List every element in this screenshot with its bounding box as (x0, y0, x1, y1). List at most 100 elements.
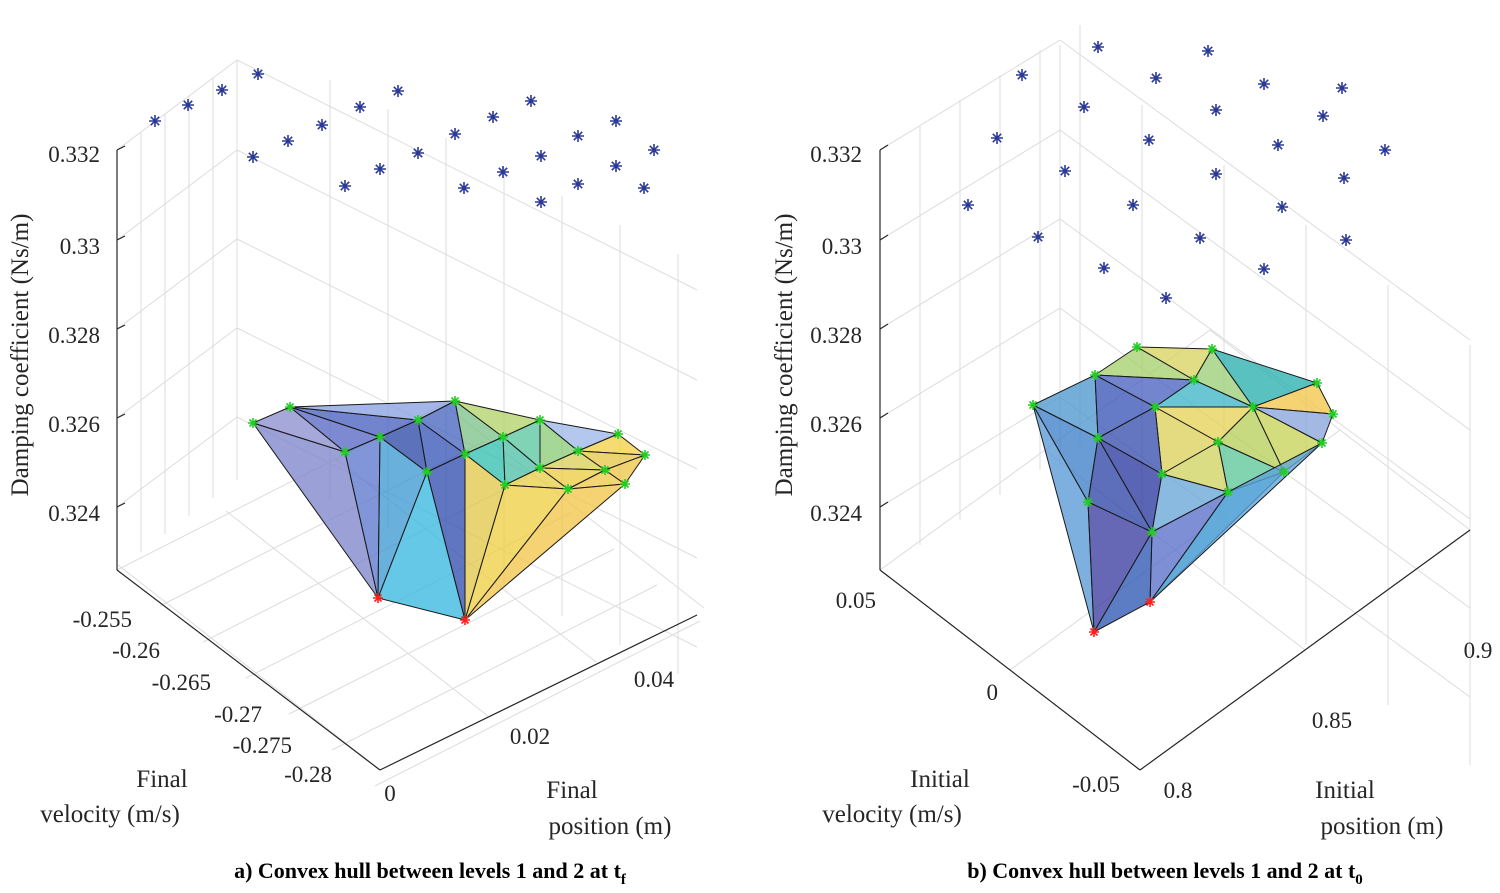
hull-vertex-marker (500, 480, 510, 490)
caption-b: b) Convex hull between levels 1 and 2 at… (967, 858, 1363, 888)
hull-vertex-marker-glyph (1132, 342, 1142, 352)
level-point-marker (1338, 172, 1350, 184)
hull-vertex-marker (248, 418, 258, 428)
hull-vertex-marker (600, 465, 610, 475)
hull-vertex-marker (1132, 342, 1142, 352)
y-tick: 0.04 (634, 667, 675, 692)
level-point-marker (1340, 234, 1352, 246)
level-point-marker (1098, 262, 1110, 274)
axis-lines (879, 144, 1471, 771)
level-point-marker (449, 128, 461, 140)
z-tick-mark (879, 412, 889, 419)
level-point-marker-glyph (339, 180, 351, 192)
x-ticks: 0.05 0 -0.05 (836, 588, 1120, 797)
hull-vertex-marker-glyph (563, 484, 573, 494)
hull-vertex-marker (563, 484, 573, 494)
grid-line (879, 218, 1061, 330)
level-point-marker (648, 144, 660, 156)
z-tick-mark (116, 502, 126, 508)
level-point-marker-glyph (1202, 45, 1214, 57)
level-point-marker-glyph (1160, 292, 1172, 304)
grid-line (879, 39, 1061, 151)
hull-vertex-marker (1150, 402, 1160, 412)
grid-line (879, 129, 1061, 241)
hull-vertex-marker-glyph (422, 467, 432, 477)
grid-line (116, 238, 238, 330)
level-point-marker (374, 163, 386, 175)
panel-b: 0.324 0.326 0.328 0.33 0.332 Damping coe… (771, 25, 1492, 888)
y-tick: 0.85 (1312, 708, 1352, 733)
hull-vertex-marker-glyph (375, 432, 385, 442)
z-ticks: 0.324 0.326 0.328 0.33 0.332 (810, 142, 862, 526)
y-tick: 0.9 (1464, 638, 1493, 663)
level-point-marker (1127, 199, 1139, 211)
x-tick: 0 (987, 680, 999, 705)
level-point-marker-glyph (1032, 231, 1044, 243)
level-point-marker (1276, 201, 1288, 213)
level-points (149, 68, 660, 208)
hull-vertex-marker (535, 463, 545, 473)
hull-vertex-marker-glyph (1157, 469, 1167, 479)
level-point-marker (638, 182, 650, 194)
z-tick: 0.328 (810, 323, 862, 348)
hull-vertex-marker-glyph (573, 446, 583, 456)
level-point-marker (412, 147, 424, 159)
grid-line (225, 510, 489, 717)
level-point-marker (610, 115, 622, 127)
z-axis-label: Damping coefficient (Ns/m) (771, 214, 798, 497)
level-point-marker (497, 166, 509, 178)
level-point-marker-glyph (1078, 101, 1090, 113)
level-point-marker-glyph (648, 144, 660, 156)
hull-vertex-marker (1279, 467, 1289, 477)
level-point-marker-glyph (1016, 69, 1028, 81)
y-axis-label-line-2: position (m) (1321, 813, 1444, 840)
level-point-marker (1336, 82, 1348, 94)
level-point-marker (1150, 72, 1162, 84)
level-point-marker (1143, 134, 1155, 146)
hull-vertex-marker-glyph (450, 396, 460, 406)
level-point-marker (991, 132, 1003, 144)
hull-vertex-marker (422, 467, 432, 477)
z-tick: 0.332 (48, 142, 100, 167)
level-point-marker (458, 182, 470, 194)
level-point-marker (182, 99, 194, 111)
y-axis-line (1139, 529, 1471, 771)
x-tick: -0.28 (284, 762, 332, 787)
level-point-marker-glyph (374, 163, 386, 175)
hull-vertex-marker (1083, 497, 1093, 507)
level-point-marker-glyph (182, 99, 194, 111)
hull-vertex-marker (1223, 487, 1233, 497)
level-point-marker-glyph (572, 130, 584, 142)
hull-vertex-marker (620, 479, 630, 489)
grid-lines (116, 59, 705, 787)
level-point-marker (572, 178, 584, 190)
level-point-marker (535, 150, 547, 162)
level-point-marker (1258, 78, 1270, 90)
level-point-marker (354, 101, 366, 113)
grid-line (236, 59, 698, 291)
level-point-marker-glyph (1150, 72, 1162, 84)
hull-vertex-marker-glyph (248, 418, 258, 428)
z-ticks: 0.324 0.326 0.328 0.33 0.332 (48, 142, 100, 526)
level-point-marker (487, 111, 499, 123)
x-tick: -0.27 (214, 702, 262, 727)
z-tick-mark (116, 324, 126, 330)
z-tick: 0.326 (810, 412, 862, 437)
panel-a: 0.324 0.326 0.328 0.33 0.332 Damping coe… (7, 59, 705, 888)
level-point-marker-glyph (525, 95, 537, 107)
x-axis-label-line-2: velocity (m/s) (40, 801, 180, 828)
level-point-marker-glyph (1336, 82, 1348, 94)
level-point-marker-glyph (392, 85, 404, 97)
x-ticks: -0.255 -0.26 -0.265 -0.27 -0.275 -0.28 (73, 607, 332, 787)
level-point-marker (1272, 139, 1284, 151)
level-point-marker-glyph (458, 182, 470, 194)
y-axis-label-line-1: Final (546, 777, 597, 804)
hull-vertex-marker-glyph (285, 402, 295, 412)
level-point-marker (572, 130, 584, 142)
level-point-marker (1317, 110, 1329, 122)
level-point-marker (339, 180, 351, 192)
min-point-marker-glyph (460, 615, 470, 625)
min-point-marker (1089, 627, 1099, 637)
hull-face (604, 454, 646, 485)
